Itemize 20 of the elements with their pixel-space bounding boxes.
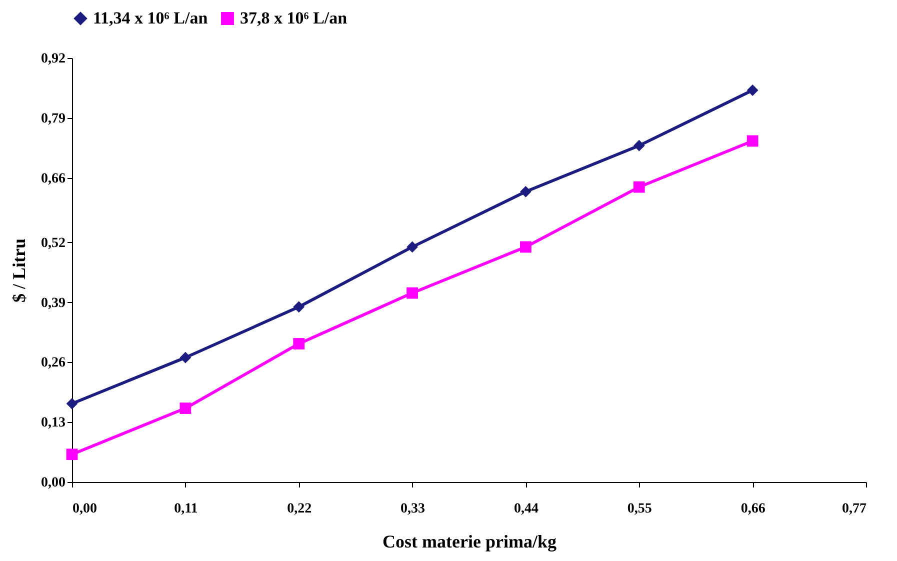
y-tick-label: 0,52: [41, 236, 66, 251]
x-tick-label: 0,33: [400, 502, 426, 516]
y-tick-label: 0,13: [41, 416, 66, 431]
y-tick-label: 0,00: [41, 476, 66, 490]
y-tick-label: 0,66: [41, 171, 66, 186]
y-axis-title: $ / Litru: [9, 238, 29, 303]
x-tick-label: 0,44: [514, 502, 538, 516]
x-axis-title: Cost materie prima/kg: [382, 532, 556, 552]
y-tick-label: 0,26: [41, 356, 66, 371]
x-tick-label: 0,00: [72, 502, 97, 516]
y-tick-label: 0,92: [41, 52, 66, 66]
x-tick-label: 0,11: [174, 502, 198, 516]
x-tick-label: 0,22: [287, 502, 312, 516]
y-tick-label: 0,79: [41, 111, 66, 126]
x-tick-label: 0,55: [627, 502, 652, 516]
x-tick-label: 0,77: [842, 502, 866, 516]
legend-label: 37,8 x 10⁶ L/an: [240, 8, 348, 28]
y-tick-label: 0,39: [41, 296, 66, 311]
x-tick-label: 0,66: [740, 502, 766, 516]
legend-label: 11,34 x 10⁶ L/an: [93, 8, 208, 28]
